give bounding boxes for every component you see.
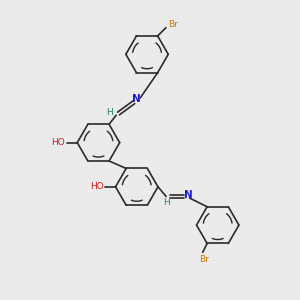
- Text: N: N: [184, 190, 193, 200]
- Text: Br: Br: [168, 20, 178, 29]
- Text: H: H: [163, 198, 169, 207]
- Text: HO: HO: [51, 137, 65, 146]
- Text: Br: Br: [199, 255, 208, 264]
- Text: N: N: [132, 94, 141, 104]
- Text: HO: HO: [90, 182, 104, 191]
- Text: H: H: [106, 108, 113, 117]
